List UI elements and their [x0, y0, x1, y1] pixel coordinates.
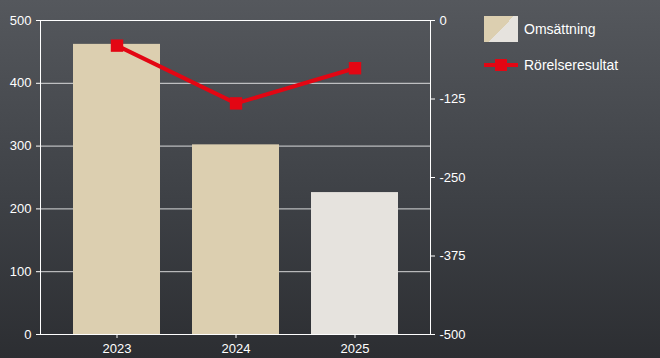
svg-text:0: 0 — [24, 327, 31, 342]
svg-text:100: 100 — [10, 264, 32, 279]
svg-text:-500: -500 — [440, 327, 466, 342]
svg-text:300: 300 — [10, 138, 32, 153]
svg-text:-125: -125 — [440, 91, 466, 106]
svg-text:2023: 2023 — [103, 341, 132, 356]
svg-text:400: 400 — [10, 75, 32, 90]
svg-text:-250: -250 — [440, 170, 466, 185]
svg-text:2025: 2025 — [341, 341, 370, 356]
svg-text:200: 200 — [10, 201, 32, 216]
svg-text:500: 500 — [10, 13, 32, 28]
html-text:Omsättning: Omsättning — [524, 21, 596, 37]
svg-text:0: 0 — [440, 13, 447, 28]
html-text:Rörelseresultat: Rörelseresultat — [524, 57, 619, 73]
svg-text:-375: -375 — [440, 248, 466, 263]
svg-text:2024: 2024 — [222, 341, 251, 356]
